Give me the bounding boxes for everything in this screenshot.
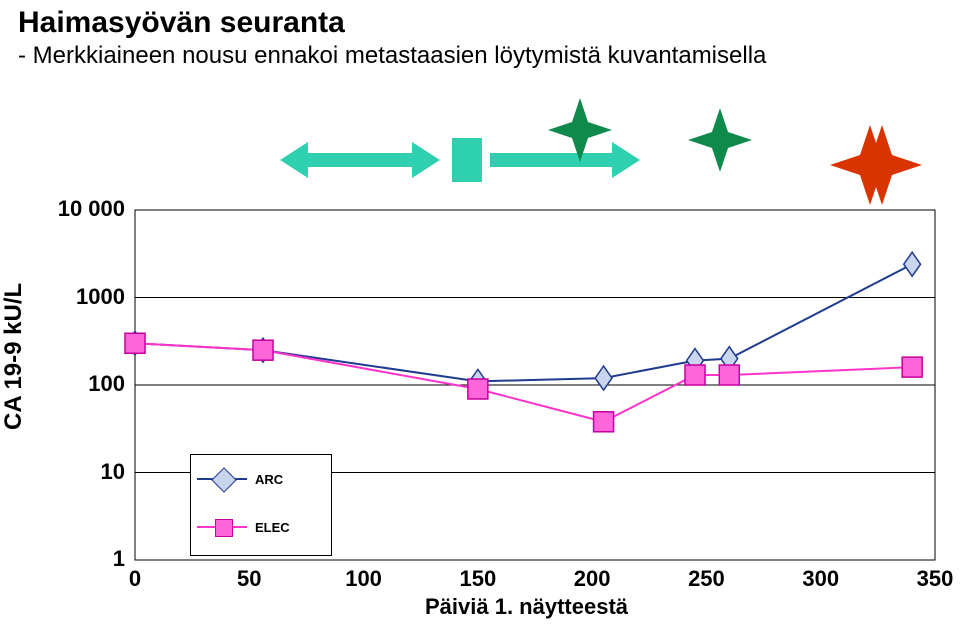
x-tick-label: 50 — [219, 566, 279, 592]
x-tick-label: 150 — [448, 566, 508, 592]
legend-item: ELEC — [191, 503, 331, 551]
x-tick-label: 300 — [791, 566, 851, 592]
y-tick-label: 10 — [35, 459, 125, 485]
y-tick-label: 1000 — [35, 284, 125, 310]
x-tick-label: 250 — [676, 566, 736, 592]
legend-label: ARC — [255, 472, 283, 487]
x-tick-label: 0 — [105, 566, 165, 592]
x-axis-label: Päiviä 1. näytteestä — [425, 594, 628, 620]
x-tick-label: 200 — [562, 566, 622, 592]
y-tick-label: 100 — [35, 371, 125, 397]
legend: ARC ELEC — [190, 454, 332, 556]
legend-label: ELEC — [255, 520, 290, 535]
chart-area — [0, 0, 960, 640]
x-tick-label: 350 — [905, 566, 960, 592]
y-tick-label: 10 000 — [35, 196, 125, 222]
legend-item: ARC — [191, 455, 331, 503]
x-tick-label: 100 — [334, 566, 394, 592]
